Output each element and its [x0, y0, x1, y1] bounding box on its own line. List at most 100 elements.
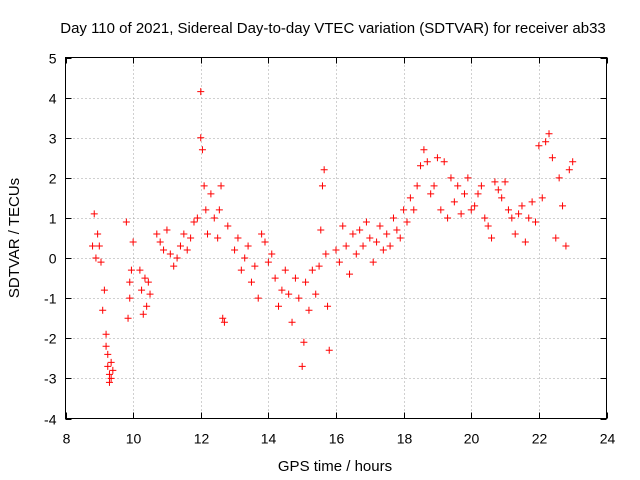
data-point: [515, 210, 523, 218]
data-point: [261, 238, 269, 246]
data-point: [219, 314, 227, 322]
data-points: [89, 88, 577, 386]
y-tick-label: 0: [49, 251, 57, 267]
data-point: [126, 294, 134, 302]
x-tick-label: 10: [126, 431, 142, 447]
data-point: [467, 206, 475, 214]
data-point: [220, 318, 228, 326]
data-point: [440, 158, 448, 166]
y-tick-labels: -4 -3 -2 -1 0 1 2 3 4 5: [44, 51, 57, 428]
data-point: [545, 130, 553, 138]
data-point: [320, 166, 328, 174]
data-point: [325, 346, 333, 354]
data-point: [362, 218, 370, 226]
y-tick-label: 1: [49, 211, 57, 227]
data-point: [183, 246, 191, 254]
data-point: [569, 158, 577, 166]
data-point: [369, 258, 377, 266]
data-point: [511, 230, 519, 238]
data-point: [288, 318, 296, 326]
data-point: [202, 206, 210, 214]
data-point: [528, 198, 536, 206]
data-point: [204, 230, 212, 238]
data-point: [180, 230, 188, 238]
x-tick-label: 14: [261, 431, 277, 447]
data-point: [126, 278, 134, 286]
data-point: [163, 226, 171, 234]
data-point: [124, 314, 132, 322]
data-point: [373, 238, 381, 246]
data-point: [102, 342, 110, 350]
data-point: [264, 258, 272, 266]
data-point: [90, 210, 98, 218]
data-point: [139, 310, 147, 318]
data-point: [187, 234, 195, 242]
data-point: [241, 254, 249, 262]
data-point: [92, 254, 100, 262]
x-tick-label: 8: [63, 431, 71, 447]
y-tick-label: 2: [49, 171, 57, 187]
data-point: [231, 246, 239, 254]
data-point: [104, 350, 112, 358]
y-tick-label: -4: [44, 412, 57, 428]
data-point: [324, 302, 332, 310]
data-point: [488, 234, 496, 242]
data-point: [193, 214, 201, 222]
y-axis-label: SDTVAR / TECUs: [6, 178, 23, 298]
data-point: [122, 218, 130, 226]
data-point: [460, 190, 468, 198]
data-point: [210, 214, 218, 222]
data-point: [127, 266, 135, 274]
data-point: [427, 190, 435, 198]
data-point: [447, 174, 455, 182]
data-point: [173, 254, 181, 262]
data-point: [379, 246, 387, 254]
data-point: [562, 242, 570, 250]
data-point: [352, 250, 360, 258]
data-point: [105, 370, 113, 378]
data-point: [143, 302, 151, 310]
data-point: [548, 154, 556, 162]
data-point: [170, 262, 178, 270]
data-point: [94, 230, 102, 238]
data-point: [317, 226, 325, 234]
data-point: [160, 246, 168, 254]
data-point: [376, 222, 384, 230]
data-point: [215, 206, 223, 214]
data-point: [237, 266, 245, 274]
data-point: [555, 174, 563, 182]
data-point: [285, 290, 293, 298]
data-point: [197, 88, 205, 96]
data-point: [197, 134, 205, 142]
y-tick-label: -3: [44, 371, 57, 387]
data-point: [538, 194, 546, 202]
data-point: [300, 338, 308, 346]
x-tick-labels: 8 10 12 14 16 18 20 22 24: [63, 431, 616, 447]
data-point: [457, 210, 465, 218]
data-point: [97, 258, 105, 266]
data-point: [471, 202, 479, 210]
data-point: [322, 250, 330, 258]
data-point: [410, 206, 418, 214]
data-point: [105, 378, 113, 386]
data-point: [406, 194, 414, 202]
data-point: [315, 262, 323, 270]
data-point: [400, 206, 408, 214]
data-point: [271, 274, 279, 282]
data-point: [450, 198, 458, 206]
data-point: [104, 362, 112, 370]
data-point: [268, 250, 276, 258]
data-point: [146, 290, 154, 298]
x-tick-label: 22: [532, 431, 548, 447]
y-tick-label: 3: [49, 131, 57, 147]
data-point: [100, 286, 108, 294]
data-point: [129, 238, 137, 246]
data-point: [477, 182, 485, 190]
data-point: [190, 218, 198, 226]
data-point: [339, 222, 347, 230]
y-tick-label: 4: [49, 91, 57, 107]
data-point: [89, 242, 97, 250]
data-point: [444, 214, 452, 222]
data-point: [535, 142, 543, 150]
